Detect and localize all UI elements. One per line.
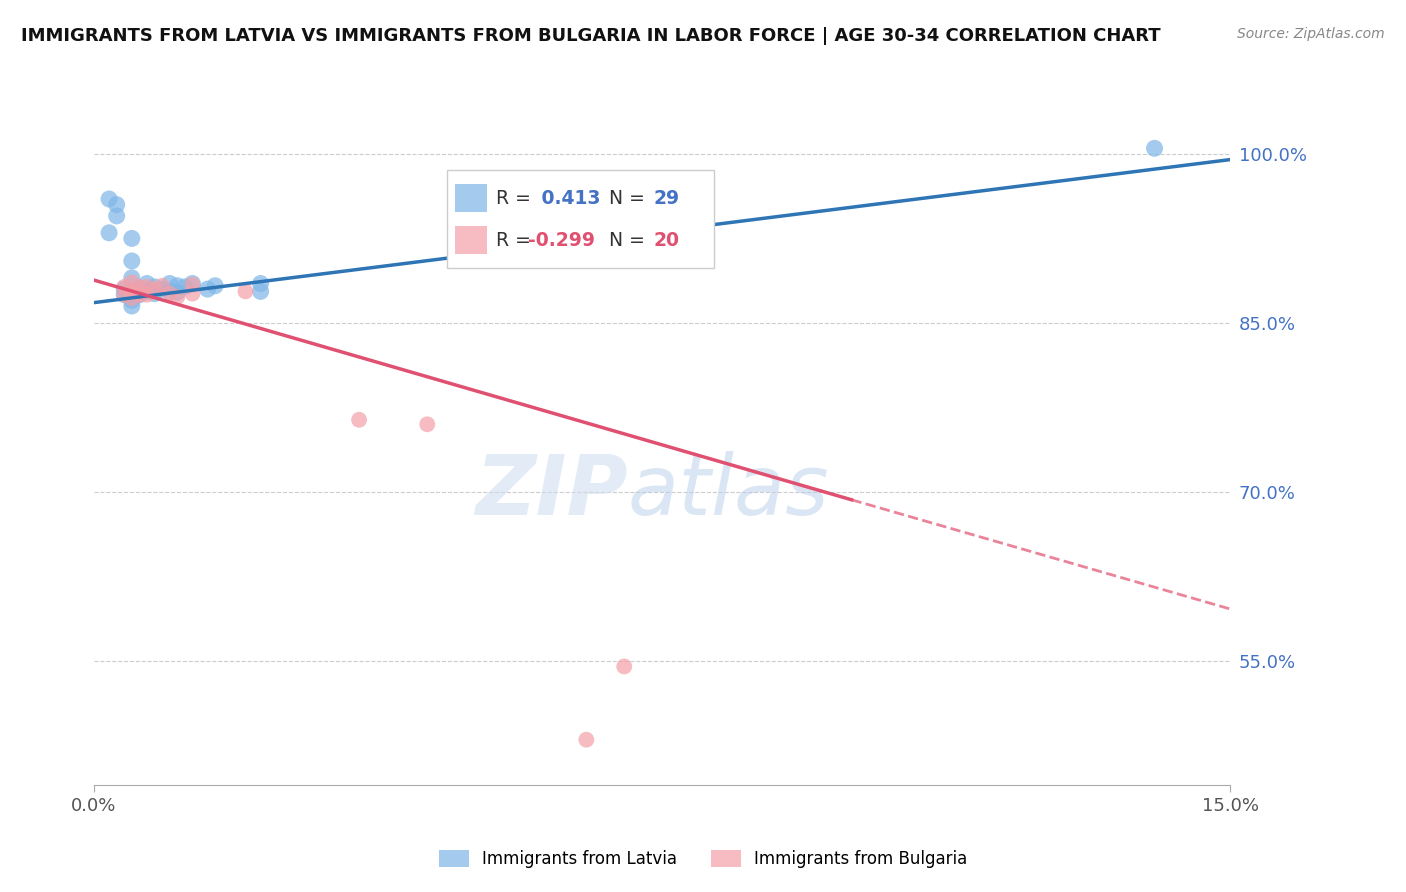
Point <box>181 277 204 292</box>
Point <box>575 732 598 747</box>
Point <box>98 226 121 240</box>
Point <box>143 282 166 296</box>
Point <box>249 285 271 299</box>
Text: 20: 20 <box>652 230 679 250</box>
Point <box>136 280 159 294</box>
Point <box>1143 141 1166 155</box>
Text: 29: 29 <box>652 188 679 208</box>
Point <box>181 277 204 291</box>
Point <box>181 286 204 301</box>
Point <box>112 287 135 301</box>
Point <box>112 280 135 294</box>
Point <box>159 286 181 301</box>
Legend: Immigrants from Latvia, Immigrants from Bulgaria: Immigrants from Latvia, Immigrants from … <box>432 843 974 875</box>
Text: ZIP: ZIP <box>475 451 628 532</box>
Point <box>204 278 226 293</box>
Point <box>121 270 143 285</box>
Point <box>128 287 150 301</box>
Point <box>159 277 181 291</box>
Text: Source: ZipAtlas.com: Source: ZipAtlas.com <box>1237 27 1385 41</box>
FancyBboxPatch shape <box>447 170 714 268</box>
Text: atlas: atlas <box>628 451 830 532</box>
Point <box>128 282 150 296</box>
Point <box>143 280 166 294</box>
Point <box>136 285 159 299</box>
Point <box>136 277 159 291</box>
Point <box>121 299 143 313</box>
Point <box>128 287 150 301</box>
Point <box>121 231 143 245</box>
Point <box>98 192 121 206</box>
Point <box>159 285 181 299</box>
Point <box>197 282 219 296</box>
Point <box>166 290 188 304</box>
Point <box>166 278 188 293</box>
Point <box>112 287 135 301</box>
Point <box>105 209 128 223</box>
Point <box>347 413 370 427</box>
Point <box>150 278 173 293</box>
Point <box>121 291 143 305</box>
Point <box>249 277 271 291</box>
Text: N =: N = <box>598 188 651 208</box>
Point <box>173 280 195 294</box>
Point <box>166 285 188 300</box>
Point <box>143 286 166 301</box>
Text: -0.299: -0.299 <box>529 230 595 250</box>
Point <box>136 287 159 301</box>
Point <box>105 197 128 211</box>
Point <box>416 417 439 432</box>
Point <box>112 282 135 296</box>
Point <box>121 285 143 299</box>
Point <box>613 659 636 673</box>
Bar <box>456 226 486 254</box>
Point <box>121 293 143 308</box>
Point <box>235 285 257 299</box>
Point <box>128 280 150 294</box>
Point <box>121 276 143 290</box>
Bar <box>456 184 486 212</box>
Point <box>150 282 173 296</box>
Point <box>121 254 143 268</box>
Text: R =: R = <box>496 230 537 250</box>
Text: 0.413: 0.413 <box>534 188 600 208</box>
Text: IMMIGRANTS FROM LATVIA VS IMMIGRANTS FROM BULGARIA IN LABOR FORCE | AGE 30-34 CO: IMMIGRANTS FROM LATVIA VS IMMIGRANTS FRO… <box>21 27 1161 45</box>
Text: R =: R = <box>496 188 537 208</box>
Text: N =: N = <box>598 230 651 250</box>
